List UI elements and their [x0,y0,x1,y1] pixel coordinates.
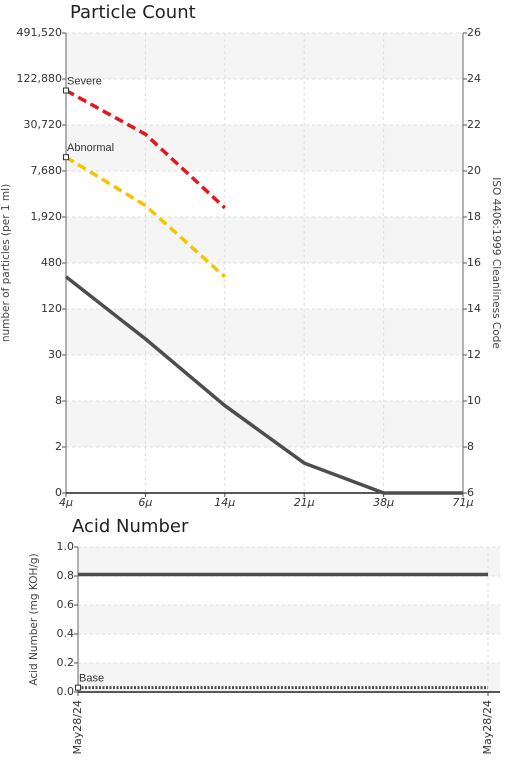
grid-band [66,125,463,171]
y-axis-label: number of particles (per 1 ml) [0,184,12,342]
y-tick-label: 0.2 [57,656,75,669]
series-marker [75,684,81,691]
y2-tick-label: 20 [467,164,481,177]
y-tick-label: 2 [55,440,62,453]
x-tick-label: 4μ [59,496,73,509]
x-tick-label: May28/24 [481,700,494,754]
y-tick-label: 0.0 [57,685,75,698]
series-marker [63,154,69,161]
y-tick-label: 0.8 [57,569,75,582]
x-tick-label: 71μ [453,496,474,509]
y2-tick-label: 18 [467,210,481,223]
y-tick-label: 30 [48,348,62,361]
y-tick-label: 120 [41,302,62,315]
series-line [65,155,226,279]
y2-axis-label: ISO 4406:1999 Cleanliness Code [490,177,502,349]
series-label: Base [79,673,104,685]
x-tick-label: 21μ [294,496,315,509]
grid-band [66,33,463,79]
x-tick-label: 14μ [214,496,235,509]
y2-tick-label: 12 [467,348,481,361]
chart-title: Acid Number [72,516,189,537]
y2-tick-label: 14 [467,302,481,315]
y2-tick-label: 16 [467,256,481,269]
series-label: Severe [67,75,102,87]
y2-tick-label: 24 [467,72,481,85]
grid-band [66,217,463,263]
y-axis-label: Acid Number (mg KOH/g) [28,553,40,685]
y-tick-label: 7,680 [31,164,63,177]
x-tick-label: 38μ [373,496,394,509]
chart-title: Particle Count [70,2,196,23]
y-tick-label: 480 [41,256,62,269]
grid-band [66,401,463,447]
grid-band [66,309,463,355]
x-tick-label: 6μ [138,496,152,509]
y2-tick-label: 6 [467,486,474,499]
y-tick-label: 0 [55,486,62,499]
y-tick-label: 0.6 [57,598,75,611]
x-tick-label: May28/24 [71,700,84,754]
y2-tick-label: 22 [467,118,481,131]
series-marker [63,87,69,94]
y-tick-label: 491,520 [17,26,63,39]
y-tick-label: 122,880 [17,72,63,85]
grid-band [78,605,500,634]
y-tick-label: 1,920 [31,210,63,223]
y-tick-label: 8 [55,394,62,407]
series-label: Abnormal [67,142,114,154]
y-tick-label: 30,720 [24,118,63,131]
series-line [64,275,463,495]
y2-tick-label: 8 [467,440,474,453]
y2-tick-label: 10 [467,394,481,407]
y-tick-label: 1.0 [57,540,75,553]
grid-band [78,547,500,576]
y2-tick-label: 26 [467,26,481,39]
series-line [65,88,226,210]
y-tick-label: 0.4 [57,627,75,640]
